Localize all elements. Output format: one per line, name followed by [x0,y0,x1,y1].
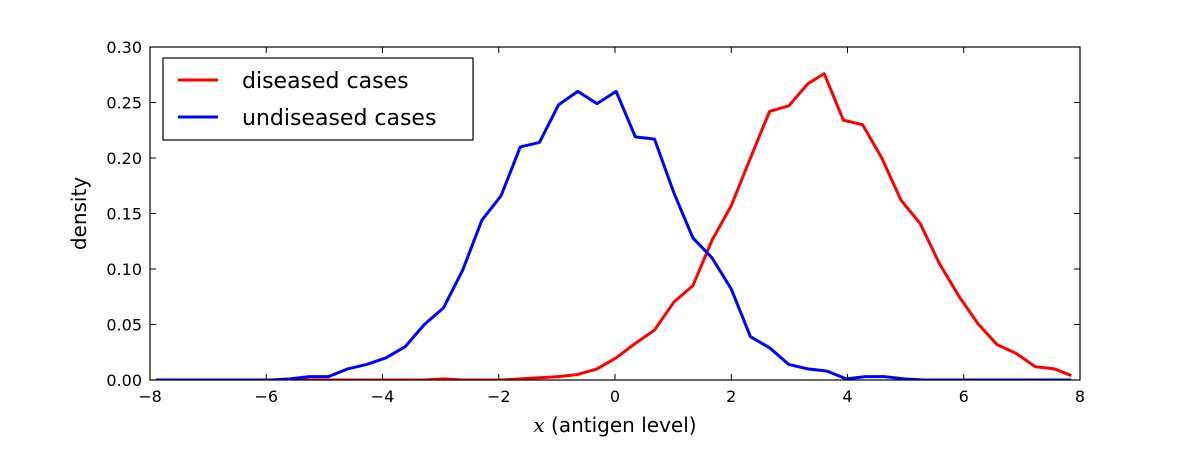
x-tick-label: 8 [1075,387,1085,406]
x-tick-label: −2 [487,387,511,406]
y-axis-label: density [67,177,91,250]
y-tick-label: 0.10 [106,260,142,279]
x-tick-label: −8 [138,387,162,406]
plot-frame [149,46,1081,381]
x-axis-variable: x [533,413,544,437]
x-tick-label: −6 [254,387,278,406]
ticks-layer: −8 −6 −4 −2 0 2 4 6 8 0.00 0.05 0.10 0.15 0.20 0.25 0.3… [106,38,1085,406]
x-tick-label: 2 [726,387,736,406]
x-tick-label: 4 [842,387,852,406]
series-line-0 [155,72,1072,380]
legend-label-diseased: diseased cases [242,69,409,94]
legend-box [162,57,474,141]
y-tick-label: 0.20 [106,149,142,168]
y-tick-label: 0.05 [106,316,142,335]
x-axis-description: (antigen level) [545,413,697,437]
x-tick-label: −4 [371,387,395,406]
x-axis-label: x (antigen level) [533,413,696,437]
legend: diseased cases undiseased cases [162,57,474,141]
x-tick-label: 6 [959,387,969,406]
y-tick-label: 0.00 [106,371,142,390]
x-tick-label: 0 [610,387,620,406]
legend-label-undiseased: undiseased cases [242,106,436,131]
series-line-1 [155,89,1072,380]
y-tick-label: 0.30 [106,38,142,57]
series-layer [155,72,1072,380]
y-tick-label: 0.25 [106,94,142,113]
y-tick-label: 0.15 [106,205,142,224]
